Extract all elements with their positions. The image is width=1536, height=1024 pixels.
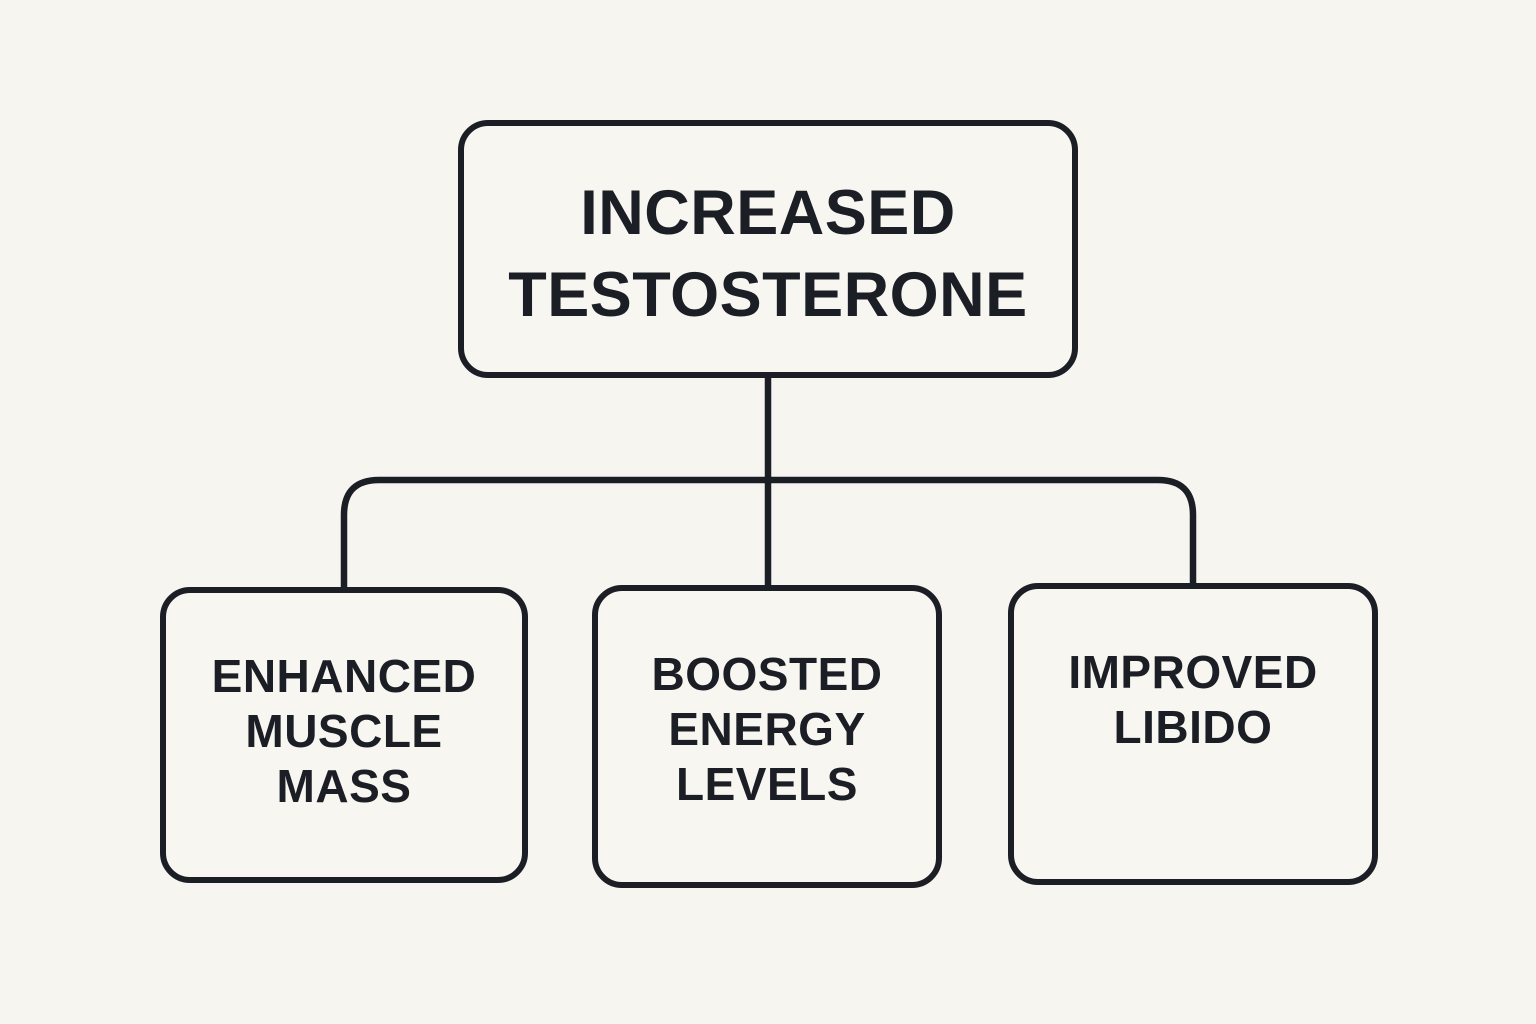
node-increased-testosterone: INCREASED TESTOSTERONE	[458, 120, 1078, 378]
node-boosted-energy-levels: BOOSTED ENERGY LEVELS	[592, 585, 942, 888]
node-enhanced-muscle-mass: ENHANCED MUSCLE MASS	[160, 587, 528, 883]
node-improved-libido: IMPROVED LIBIDO	[1008, 583, 1378, 885]
